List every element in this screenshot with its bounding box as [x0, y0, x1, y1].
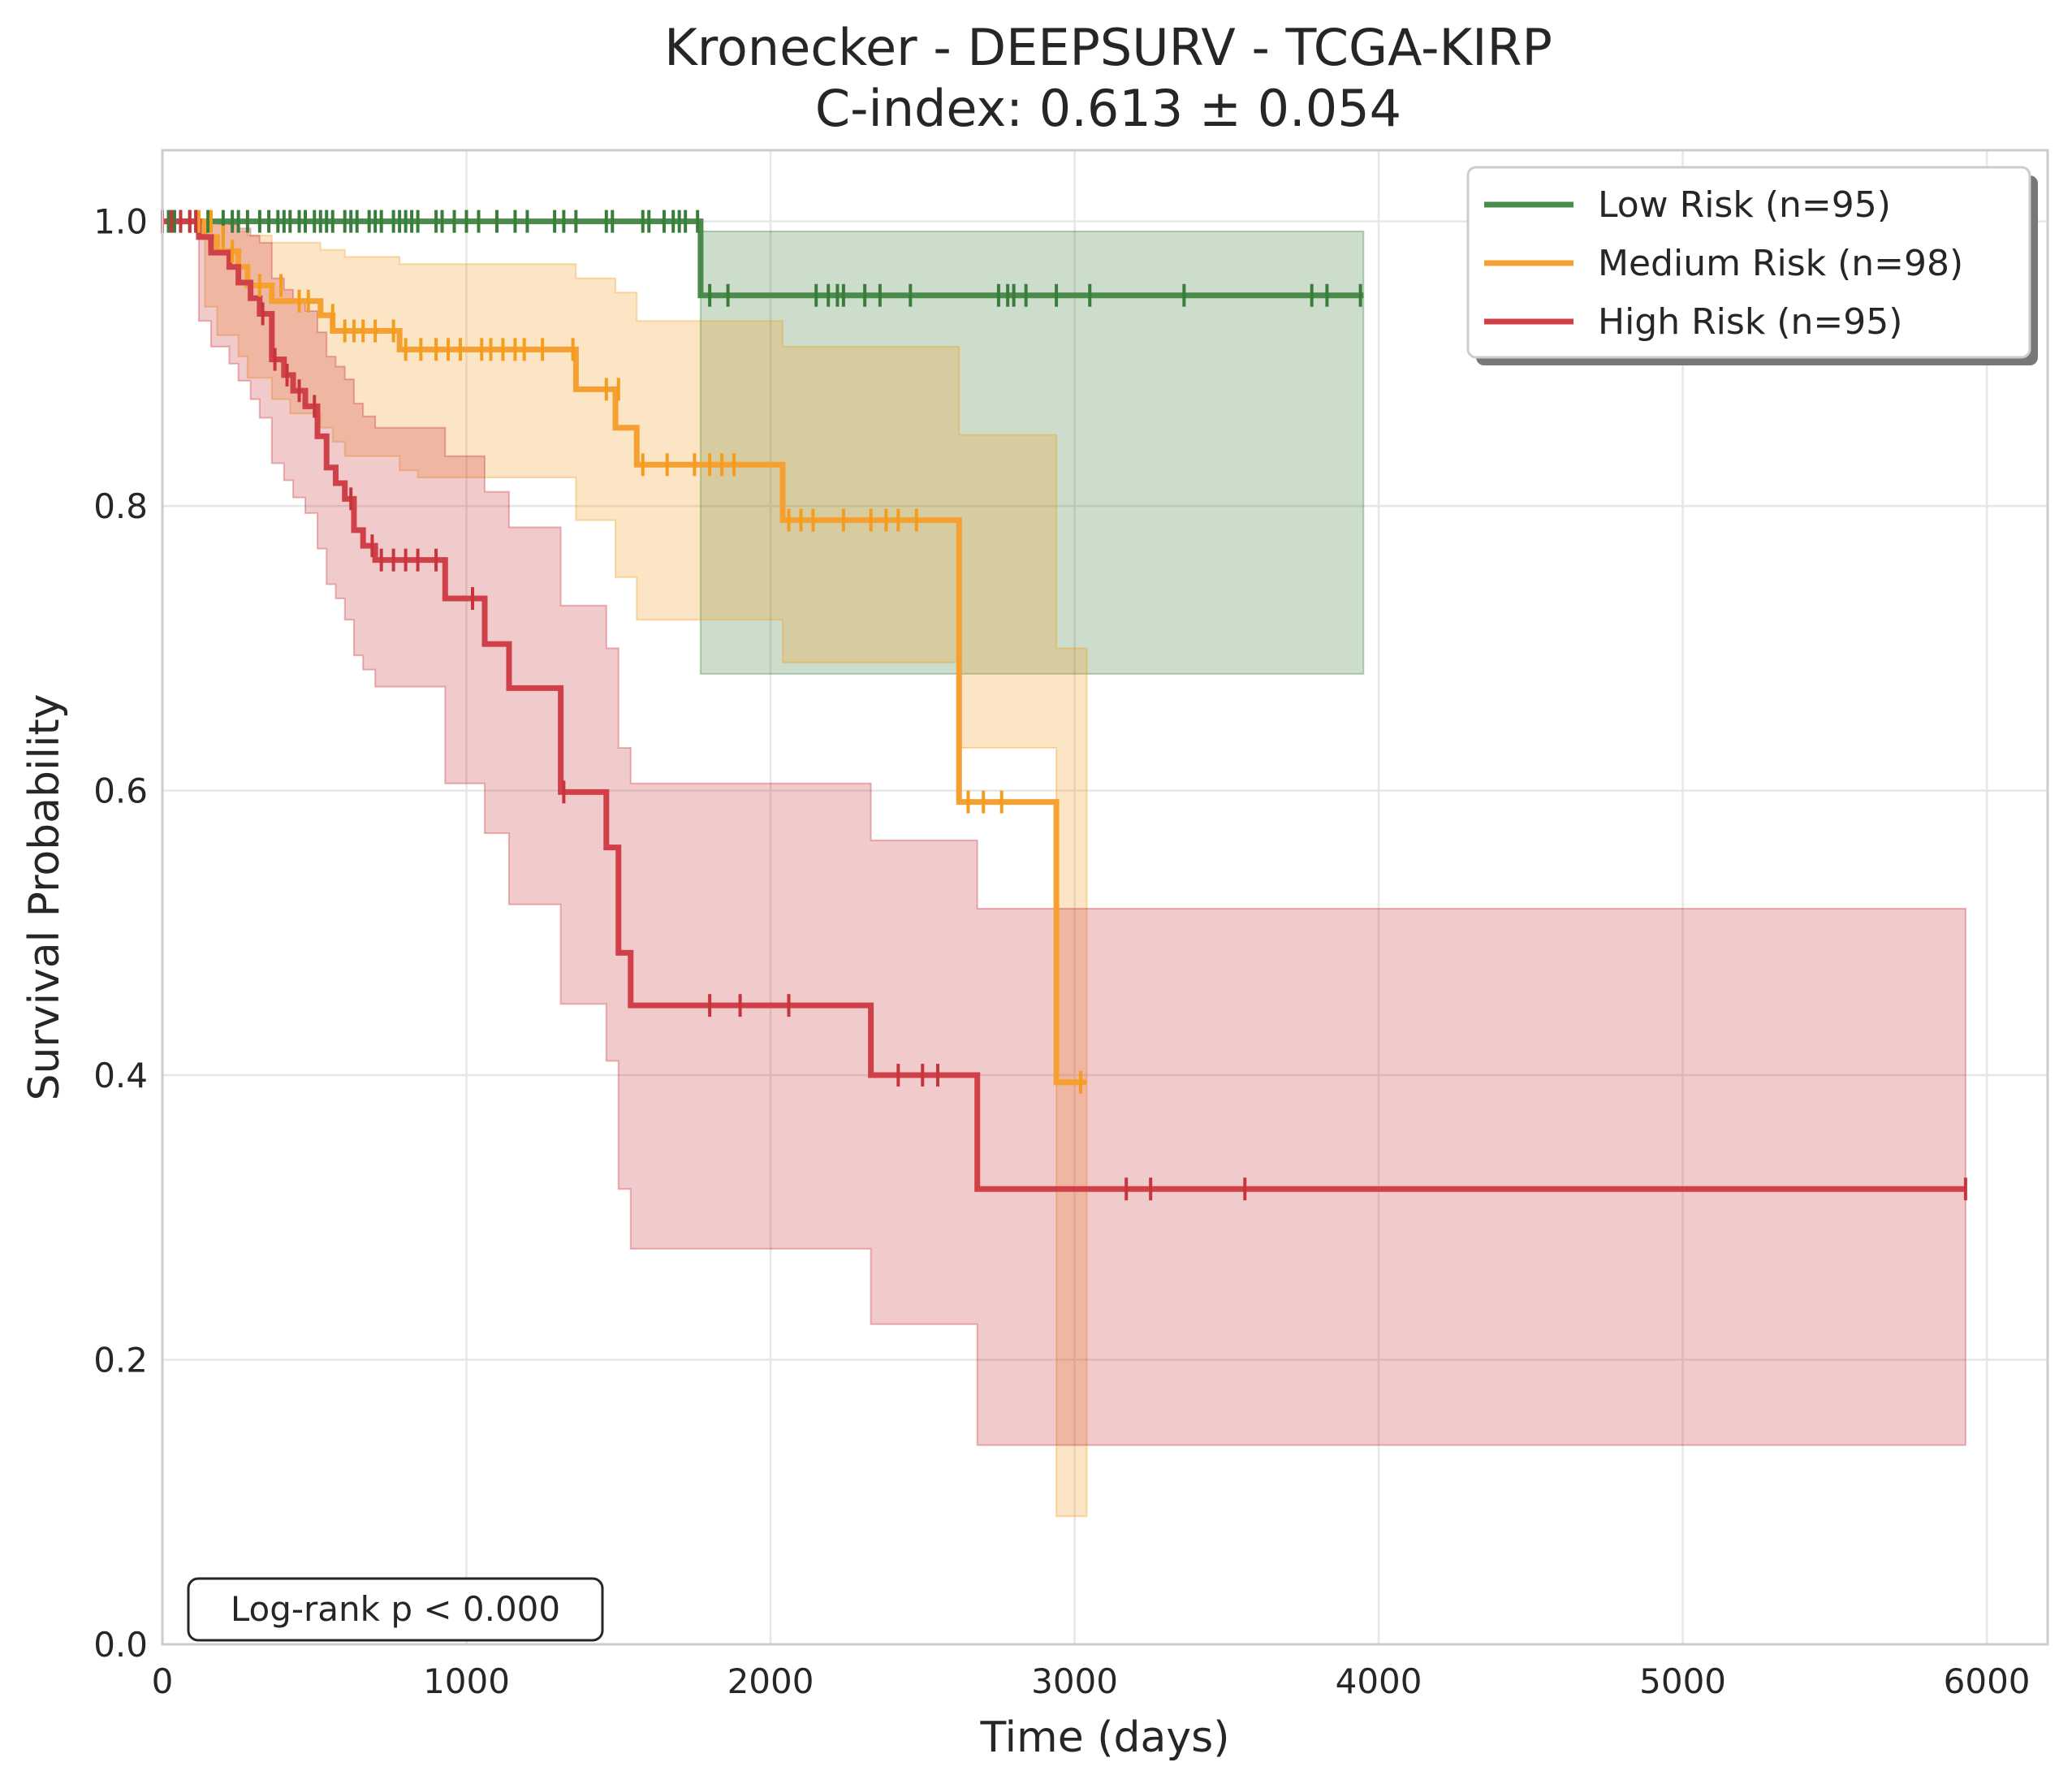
- ci-band-2: [162, 220, 1966, 1446]
- x-tick-label: 4000: [1336, 1661, 1422, 1701]
- x-tick-label: 5000: [1639, 1661, 1726, 1701]
- x-tick-label: 3000: [1031, 1661, 1118, 1701]
- chart-title: Kronecker - DEEPSURV - TCGA-KIRP: [664, 18, 1552, 77]
- y-tick-label: 0.0: [93, 1625, 148, 1665]
- legend-label-1: Medium Risk (n=98): [1598, 243, 1963, 284]
- annotation-box: [187, 1577, 604, 1642]
- y-tick-label: 0.8: [93, 486, 148, 526]
- survival-line-2: [162, 218, 1966, 1192]
- legend-label-2: High Risk (n=95): [1598, 301, 1902, 343]
- x-tick-label: 2000: [727, 1661, 814, 1701]
- logrank-annotation: Log-rank p < 0.000: [187, 1577, 604, 1642]
- ci-band-1: [162, 220, 1088, 1518]
- annotation-text: Log-rank p < 0.000: [231, 1589, 560, 1629]
- survival-line-0: [162, 218, 1364, 299]
- plot-area: [161, 149, 2049, 1646]
- y-tick-label: 0.2: [93, 1341, 148, 1380]
- y-axis-ticks: 0.0 0.2 0.4 0.6 0.8 1.0: [93, 202, 148, 1665]
- chart-subtitle: C-index: 0.613 ± 0.054: [815, 79, 1401, 138]
- x-tick-label: 0: [152, 1661, 174, 1701]
- y-axis-label: Survival Probability: [20, 693, 69, 1100]
- legend-box: [1466, 166, 2031, 359]
- x-tick-label: 1000: [423, 1661, 510, 1701]
- legend: Low Risk (n=95) Medium Risk (n=98) High Ri…: [1466, 166, 2038, 365]
- censor-marks: [161, 210, 1967, 1201]
- y-tick-label: 0.4: [93, 1056, 148, 1095]
- y-tick-label: 1.0: [93, 202, 148, 242]
- plot-frame: [161, 149, 2049, 1646]
- confidence-bands: [162, 220, 1966, 1518]
- x-axis-ticks: 0 1000 2000 3000 4000 5000 6000: [152, 1661, 2031, 1701]
- legend-label-0: Low Risk (n=95): [1598, 184, 1891, 226]
- y-tick-label: 0.6: [93, 771, 148, 811]
- legend-items: Low Risk (n=95) Medium Risk (n=98) High Ri…: [1484, 184, 1963, 343]
- plot-background: [162, 150, 2048, 1644]
- x-tick-label: 6000: [1944, 1661, 2031, 1701]
- x-axis-label: Time (days): [979, 1713, 1229, 1762]
